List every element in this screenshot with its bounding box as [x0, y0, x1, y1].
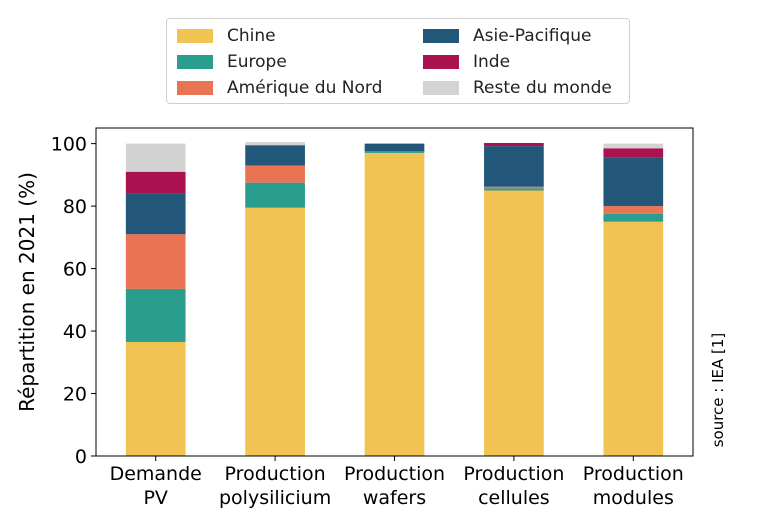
legend-item-asie-pacifique: Asie-Pacifique [423, 25, 592, 47]
legend-item-inde: Inde [423, 51, 510, 73]
legend-swatch-asie-pacifique [423, 29, 459, 43]
x-tick-label: Production modules [583, 463, 684, 509]
legend-item-europe: Europe [177, 51, 287, 73]
bar-segment-am-rique-du-nord-1 [245, 165, 305, 183]
y-axis: 0 20 40 60 80 100 [51, 134, 96, 468]
bar-segment-asie-pacifique-4 [603, 157, 664, 207]
legend-label-europe: Europe [227, 52, 287, 72]
legend-label-inde: Inde [473, 52, 511, 72]
bar-segment-am-rique-du-nord-0 [125, 234, 186, 289]
legend-item-reste-du-monde: Reste du monde [423, 77, 612, 99]
legend-swatch-inde [423, 55, 459, 69]
legend-swatch-amerique-du-nord [177, 81, 213, 95]
y-tick-label: 40 [63, 321, 87, 343]
legend-item-amerique-du-nord: Amérique du Nord [177, 77, 382, 99]
bar-segment-inde-3 [484, 142, 544, 147]
legend-swatch-europe [177, 55, 213, 69]
bar-segment-am-rique-du-nord-4 [603, 206, 664, 214]
legend-swatch-reste-du-monde [423, 81, 459, 95]
bar-segment-asie-pacifique-3 [484, 146, 544, 187]
bar-segment-chine-3 [484, 190, 544, 457]
bar-segment-inde-0 [125, 171, 186, 194]
plot-frame [95, 127, 694, 457]
bar-segment-europe-3 [484, 188, 544, 191]
bar-segment-europe-1 [245, 182, 305, 208]
bar-segment-asie-pacifique-0 [125, 193, 186, 235]
bar-segment-am-rique-du-nord-2 [364, 151, 425, 153]
y-tick-label: 0 [75, 446, 87, 468]
x-tick-label: Production polysilicium [219, 463, 331, 509]
bar-segment-asie-pacifique-2 [364, 143, 425, 152]
y-tick-label: 20 [63, 384, 87, 406]
legend-label-chine: Chine [227, 26, 276, 46]
source-annotation: source : IEA [1] [709, 332, 727, 448]
bar-segment-chine-4 [603, 221, 664, 456]
legend-label-reste-du-monde: Reste du monde [473, 78, 612, 98]
x-tick-label: Demande PV [110, 463, 202, 509]
y-tick-label: 60 [63, 259, 87, 281]
x-axis: Demande PV Production polysilicium Productio… [110, 456, 684, 509]
bar-segment-europe-4 [603, 213, 664, 222]
legend-swatch-chine [177, 29, 213, 43]
bar-segment-reste-du-monde-0 [125, 143, 186, 172]
legend-label-asie-pacifique: Asie-Pacifique [473, 26, 592, 46]
bar-segment-reste-du-monde-4 [603, 143, 664, 149]
legend: Chine Europe Amérique du Nord Asie-Pacif… [166, 18, 630, 104]
y-tick-label: 100 [51, 134, 87, 156]
bar-segment-asie-pacifique-1 [245, 145, 305, 166]
bar-segment-am-rique-du-nord-3 [484, 186, 544, 189]
bar-segment-europe-0 [125, 288, 186, 342]
legend-label-amerique-du-nord: Amérique du Nord [227, 78, 383, 98]
bar-segment-europe-2 [364, 152, 425, 153]
x-tick-label: Production wafers [344, 463, 445, 509]
bar-segment-chine-1 [245, 207, 305, 456]
x-tick-label: Production cellules [463, 463, 564, 509]
bar-segment-chine-2 [364, 152, 425, 457]
bar-segment-reste-du-monde-1 [245, 142, 305, 146]
y-axis-label: Répartition en 2021 (%) [15, 172, 39, 412]
y-tick-label: 80 [63, 196, 87, 218]
legend-item-chine: Chine [177, 25, 276, 47]
bar-segment-inde-4 [603, 148, 664, 158]
bars-layer [125, 142, 664, 457]
bar-segment-chine-0 [125, 341, 186, 456]
